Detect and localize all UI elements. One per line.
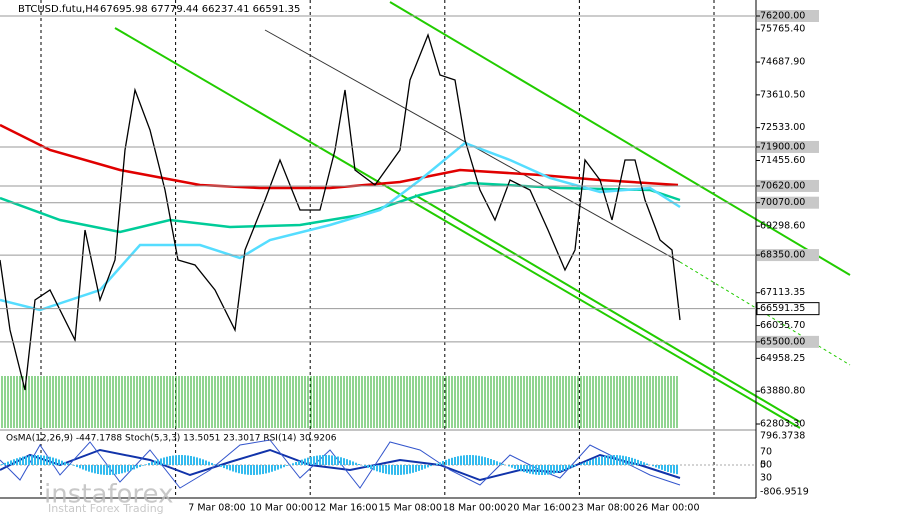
price-axis: 76200.00 75765.40 74687.90 73610.50 72533.00… <box>0 10 820 430</box>
time-label: 23 Mar 08:00 <box>572 503 635 514</box>
price-label: 68350.00 <box>760 250 805 261</box>
osc-label: 30 <box>760 473 772 484</box>
time-label: 12 Mar 16:00 <box>314 503 377 514</box>
ma-fast <box>0 141 681 312</box>
price-label-box <box>757 179 819 192</box>
ma-medium <box>0 181 681 234</box>
channel-middle <box>114 27 801 429</box>
price-line <box>0 33 681 391</box>
price-label: 66035.70 <box>760 320 805 331</box>
osc-label: 796.3738 <box>760 431 805 442</box>
osc-label: 0 <box>760 460 766 471</box>
time-label: 7 Mar 08:00 <box>188 503 245 514</box>
price-label: 69298.60 <box>760 221 805 232</box>
time-label: 18 Mar 00:00 <box>443 503 506 514</box>
watermark-brand: instaforex <box>44 480 173 510</box>
watermark-tagline: Instant Forex Trading <box>48 502 164 515</box>
price-label-box <box>757 249 819 262</box>
price-label: 67113.35 <box>760 287 805 298</box>
time-label: 10 Mar 00:00 <box>250 503 313 514</box>
price-label: 62803.30 <box>760 419 805 430</box>
price-label: 73610.50 <box>760 89 805 100</box>
price-label: 64958.25 <box>760 353 805 364</box>
price-label-box <box>757 140 819 153</box>
time-label: 26 Mar 00:00 <box>636 503 699 514</box>
osc-label: 50 <box>760 460 772 471</box>
price-label: 70070.00 <box>760 197 805 208</box>
ohlc: 67695.98 67779.44 66237.41 66591.35 <box>100 4 300 15</box>
osc-stoch <box>0 439 681 489</box>
time-label: 20 Mar 16:00 <box>507 503 570 514</box>
price-label: 75765.40 <box>760 24 805 35</box>
time-axis: 7 Mar 08:00 10 Mar 00:00 12 Mar 16:00 15 Ma… <box>188 503 699 514</box>
symbol: BTCUSD.futu,H4 <box>18 4 99 15</box>
price-label-box <box>757 10 819 22</box>
time-label: 15 Mar 08:00 <box>378 503 441 514</box>
price-label-box <box>757 196 819 209</box>
price-label: 72533.00 <box>760 122 805 133</box>
volume-bars <box>1 376 678 428</box>
price-label: 71455.60 <box>760 155 805 166</box>
channel-upper <box>389 1 851 276</box>
price-label: 70620.00 <box>760 180 805 191</box>
price-label: 66591.35 <box>760 303 805 314</box>
oscillator-axis: 796.3738 70 500 30 -806.9519 <box>760 431 809 498</box>
price-label: 71900.00 <box>760 141 805 152</box>
price-label: 74687.90 <box>760 57 805 68</box>
price-label: 63880.80 <box>760 386 805 397</box>
ma-slow <box>0 123 679 190</box>
osc-label: -806.9519 <box>760 487 809 498</box>
oscillator-title: OsMA(12,26,9) -447.1788 Stoch(5,3,3) 13.… <box>6 434 337 444</box>
price-label: 65500.00 <box>760 336 805 347</box>
price-label-box <box>757 335 819 348</box>
price-label: 76200.00 <box>760 11 805 22</box>
osc-label: 70 <box>760 447 772 458</box>
osma-histogram <box>1 455 678 475</box>
